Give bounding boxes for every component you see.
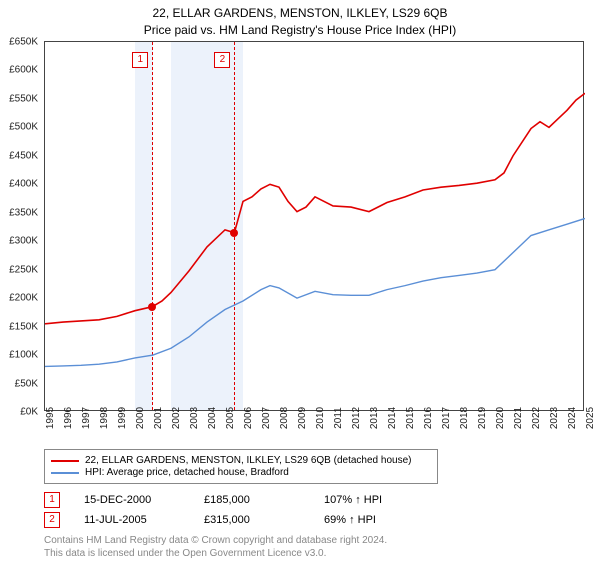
transaction-row: 2 11-JUL-2005 £315,000 69% ↑ HPI — [44, 512, 600, 528]
y-tick-label: £150K — [9, 321, 38, 332]
legend-box: 22, ELLAR GARDENS, MENSTON, ILKLEY, LS29… — [44, 449, 438, 484]
title-subtitle: Price paid vs. HM Land Registry's House … — [0, 23, 600, 37]
legend-row: HPI: Average price, detached house, Brad… — [51, 467, 431, 478]
legend-label: 22, ELLAR GARDENS, MENSTON, ILKLEY, LS29… — [85, 455, 411, 466]
y-tick-label: £250K — [9, 264, 38, 275]
transaction-delta: 69% ↑ HPI — [324, 514, 420, 526]
y-tick-label: £550K — [9, 93, 38, 104]
transaction-price: £185,000 — [204, 494, 300, 506]
series-property — [45, 93, 585, 324]
legend-color-sample — [51, 472, 79, 474]
x-tick-label: 2025 — [585, 407, 596, 429]
title-address: 22, ELLAR GARDENS, MENSTON, ILKLEY, LS29… — [0, 6, 600, 20]
transaction-delta: 107% ↑ HPI — [324, 494, 420, 506]
transactions-table: 1 15-DEC-2000 £185,000 107% ↑ HPI 2 11-JUL-20… — [44, 492, 600, 528]
legend-label: HPI: Average price, detached house, Brad… — [85, 467, 289, 478]
chart-titles: 22, ELLAR GARDENS, MENSTON, ILKLEY, LS29… — [0, 6, 600, 37]
transaction-row: 1 15-DEC-2000 £185,000 107% ↑ HPI — [44, 492, 600, 508]
y-tick-label: £0K — [20, 407, 38, 418]
y-tick-label: £200K — [9, 293, 38, 304]
y-tick-label: £400K — [9, 179, 38, 190]
page: 22, ELLAR GARDENS, MENSTON, ILKLEY, LS29… — [0, 6, 600, 566]
chart-lines — [45, 42, 585, 412]
y-tick-label: £300K — [9, 236, 38, 247]
y-tick-label: £500K — [9, 122, 38, 133]
legend-row: 22, ELLAR GARDENS, MENSTON, ILKLEY, LS29… — [51, 455, 431, 466]
y-tick-label: £450K — [9, 150, 38, 161]
series-hpi — [45, 218, 585, 366]
y-tick-label: £350K — [9, 207, 38, 218]
footer-line2: This data is licensed under the Open Gov… — [44, 547, 600, 560]
legend-color-sample — [51, 460, 79, 462]
price-marker-dot — [148, 303, 156, 311]
price-marker-dot — [230, 229, 238, 237]
y-tick-label: £50K — [15, 378, 38, 389]
y-tick-label: £600K — [9, 65, 38, 76]
footer-line1: Contains HM Land Registry data © Crown c… — [44, 534, 600, 547]
transaction-price: £315,000 — [204, 514, 300, 526]
footer-attribution: Contains HM Land Registry data © Crown c… — [44, 534, 600, 560]
y-tick-label: £100K — [9, 350, 38, 361]
transaction-date: 11-JUL-2005 — [84, 514, 180, 526]
chart-area: £0K£50K£100K£150K£200K£250K£300K£350K£40… — [44, 41, 584, 411]
transaction-marker-box: 1 — [44, 492, 60, 508]
y-tick-label: £650K — [9, 37, 38, 48]
transaction-marker-box: 2 — [44, 512, 60, 528]
transaction-date: 15-DEC-2000 — [84, 494, 180, 506]
